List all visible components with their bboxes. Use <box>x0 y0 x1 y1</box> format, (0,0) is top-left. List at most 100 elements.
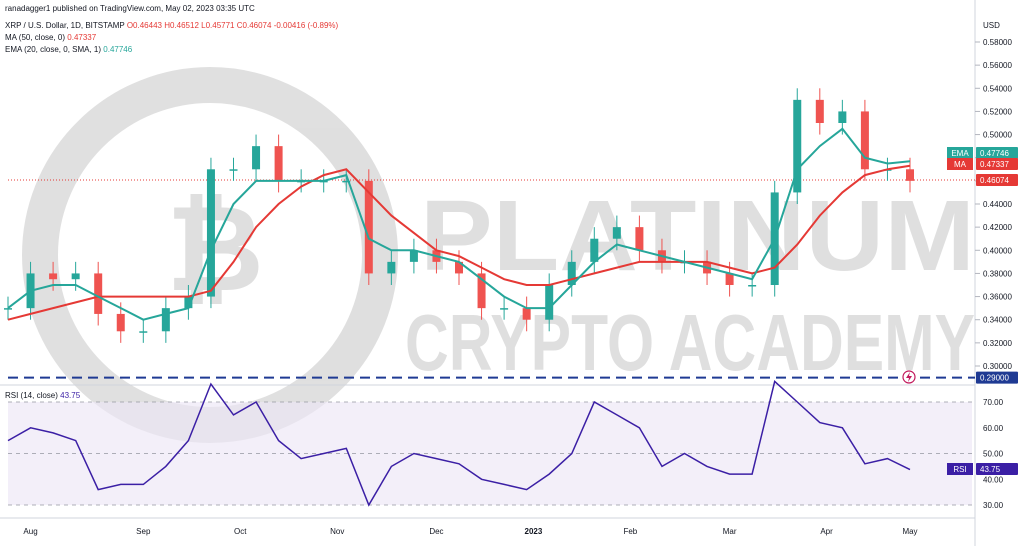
candle-body <box>139 331 148 333</box>
candle-body <box>71 273 80 280</box>
support-badge: 0.29000 <box>976 371 1018 384</box>
candle-body <box>342 180 351 183</box>
rsi-tick-label: 60.00 <box>983 424 1004 433</box>
watermark-line1: PLATINUM <box>420 180 975 292</box>
candle-body <box>387 261 396 274</box>
price-tick-label: 0.52000 <box>983 107 1012 116</box>
rsi-badge: RSI 43.75 <box>947 463 1018 475</box>
last-badge-bg <box>976 174 1018 186</box>
candle-body <box>116 313 125 332</box>
watermark: ₿ PLATINUM CRYPTO ACADEMY <box>22 67 975 443</box>
ma-badge-value: 0.47337 <box>980 160 1009 169</box>
candle-body <box>860 111 869 170</box>
price-tick-label: 0.44000 <box>983 200 1012 209</box>
candle-body <box>252 146 261 170</box>
watermark-line2: CRYPTO ACADEMY <box>405 298 975 387</box>
ema-legend: EMA (20, close, 0, SMA, 1) 0.47746 <box>5 44 132 55</box>
candle-body <box>612 227 621 239</box>
month-label: Aug <box>23 527 37 536</box>
candle-body <box>364 180 373 274</box>
candle-body <box>635 227 644 251</box>
month-label: 2023 <box>525 527 543 536</box>
rsi-legend-value: 43.75 <box>60 391 81 400</box>
ema-badge-value: 0.47746 <box>980 149 1009 158</box>
candle-body <box>229 169 238 171</box>
price-tick-label: 0.58000 <box>983 38 1012 47</box>
publisher-note: ranadagger1 published on TradingView.com… <box>5 4 255 13</box>
candle-body <box>500 308 509 310</box>
rsi-badge-tag: RSI <box>953 465 966 474</box>
candle-body <box>4 308 12 310</box>
rsi-tick-label: 40.00 <box>983 475 1004 484</box>
candle-body <box>455 261 463 274</box>
rsi-tick-label: 50.00 <box>983 450 1004 459</box>
candle-body <box>206 169 215 297</box>
ema-legend-label: EMA (20, close, 0, SMA, 1) <box>5 45 102 54</box>
currency-label: USD <box>983 21 1000 30</box>
ma-legend: MA (50, close, 0) 0.47337 <box>5 32 96 43</box>
ma-line <box>7 164 911 321</box>
price-tick-label: 0.30000 <box>983 362 1012 371</box>
month-label: Dec <box>429 527 443 536</box>
candle-body <box>94 273 103 314</box>
price-tick-label: 0.54000 <box>983 84 1012 93</box>
month-label: May <box>902 527 917 536</box>
alert-icon[interactable] <box>902 370 916 384</box>
ema-badge-tag: EMA <box>951 149 969 158</box>
month-label: Feb <box>623 527 637 536</box>
rsi-legend-label: RSI (14, close) <box>5 391 58 400</box>
candle-body <box>522 308 531 320</box>
candle-body <box>567 261 576 285</box>
candle-body <box>49 273 58 280</box>
ema-badge: EMA 0.47746 <box>947 147 1018 159</box>
ohlc-close: C0.46074 <box>236 21 272 30</box>
month-label: Oct <box>234 527 247 536</box>
ma-badge-tag: MA <box>954 160 967 169</box>
candle-body <box>161 308 170 332</box>
ma-legend-value: 0.47337 <box>67 33 97 42</box>
ema-legend-value: 0.47746 <box>103 45 133 54</box>
support-badge-bg <box>976 371 1018 384</box>
time-axis: Aug Sep Oct Nov Dec 2023 Feb Mar Apr May <box>23 527 917 536</box>
month-label: Mar <box>723 527 737 536</box>
watermark-logo-glyph: ₿ <box>166 182 264 316</box>
ema-badge-tag-bg <box>947 147 973 159</box>
symbol-line: XRP / U.S. Dollar, 1D, BITSTAMP O0.46443… <box>5 20 338 31</box>
candle-body <box>906 169 914 181</box>
rsi-tick-label: 70.00 <box>983 398 1004 407</box>
price-tick-label: 0.40000 <box>983 246 1012 255</box>
rsi-levels: 70.00 60.00 50.00 40.00 30.00 <box>8 398 1004 510</box>
price-axis: 0.580000.560000.540000.520000.500000.480… <box>975 21 1012 371</box>
candle-body <box>409 250 418 262</box>
candle-body <box>838 111 847 123</box>
price-tick-label: 0.34000 <box>983 316 1012 325</box>
candle-body <box>184 296 193 309</box>
symbol-title: XRP / U.S. Dollar, 1D, BITSTAMP <box>5 21 125 30</box>
rsi-badge-value: 43.75 <box>980 465 1001 474</box>
rsi-legend: RSI (14, close) 43.75 <box>5 390 80 401</box>
last-badge-value: 0.46074 <box>980 176 1009 185</box>
month-label: Sep <box>136 527 151 536</box>
candle-body <box>590 238 599 262</box>
ohlc-change: -0.00416 (-0.89%) <box>273 21 339 30</box>
month-label: Nov <box>330 527 344 536</box>
candle-body <box>477 273 486 309</box>
support-badge-value: 0.29000 <box>980 374 1009 383</box>
ema-line <box>7 127 911 321</box>
ohlc-open: O0.46443 <box>126 21 162 30</box>
candle-body <box>725 273 734 285</box>
rsi-line <box>7 379 911 507</box>
rsi-tick-label: 30.00 <box>983 501 1004 510</box>
price-tick-label: 0.42000 <box>983 223 1012 232</box>
candle-body <box>748 285 757 287</box>
candle-body <box>274 146 283 181</box>
candle-body <box>545 285 554 320</box>
candle-body <box>793 99 802 193</box>
ohlc-high: H0.46512 <box>164 21 199 30</box>
price-tick-label: 0.50000 <box>983 131 1012 140</box>
price-tick-label: 0.38000 <box>983 269 1012 278</box>
ma-legend-label: MA (50, close, 0) <box>5 33 66 42</box>
price-tick-label: 0.32000 <box>983 339 1012 348</box>
last-badge: 0.46074 <box>976 174 1018 186</box>
